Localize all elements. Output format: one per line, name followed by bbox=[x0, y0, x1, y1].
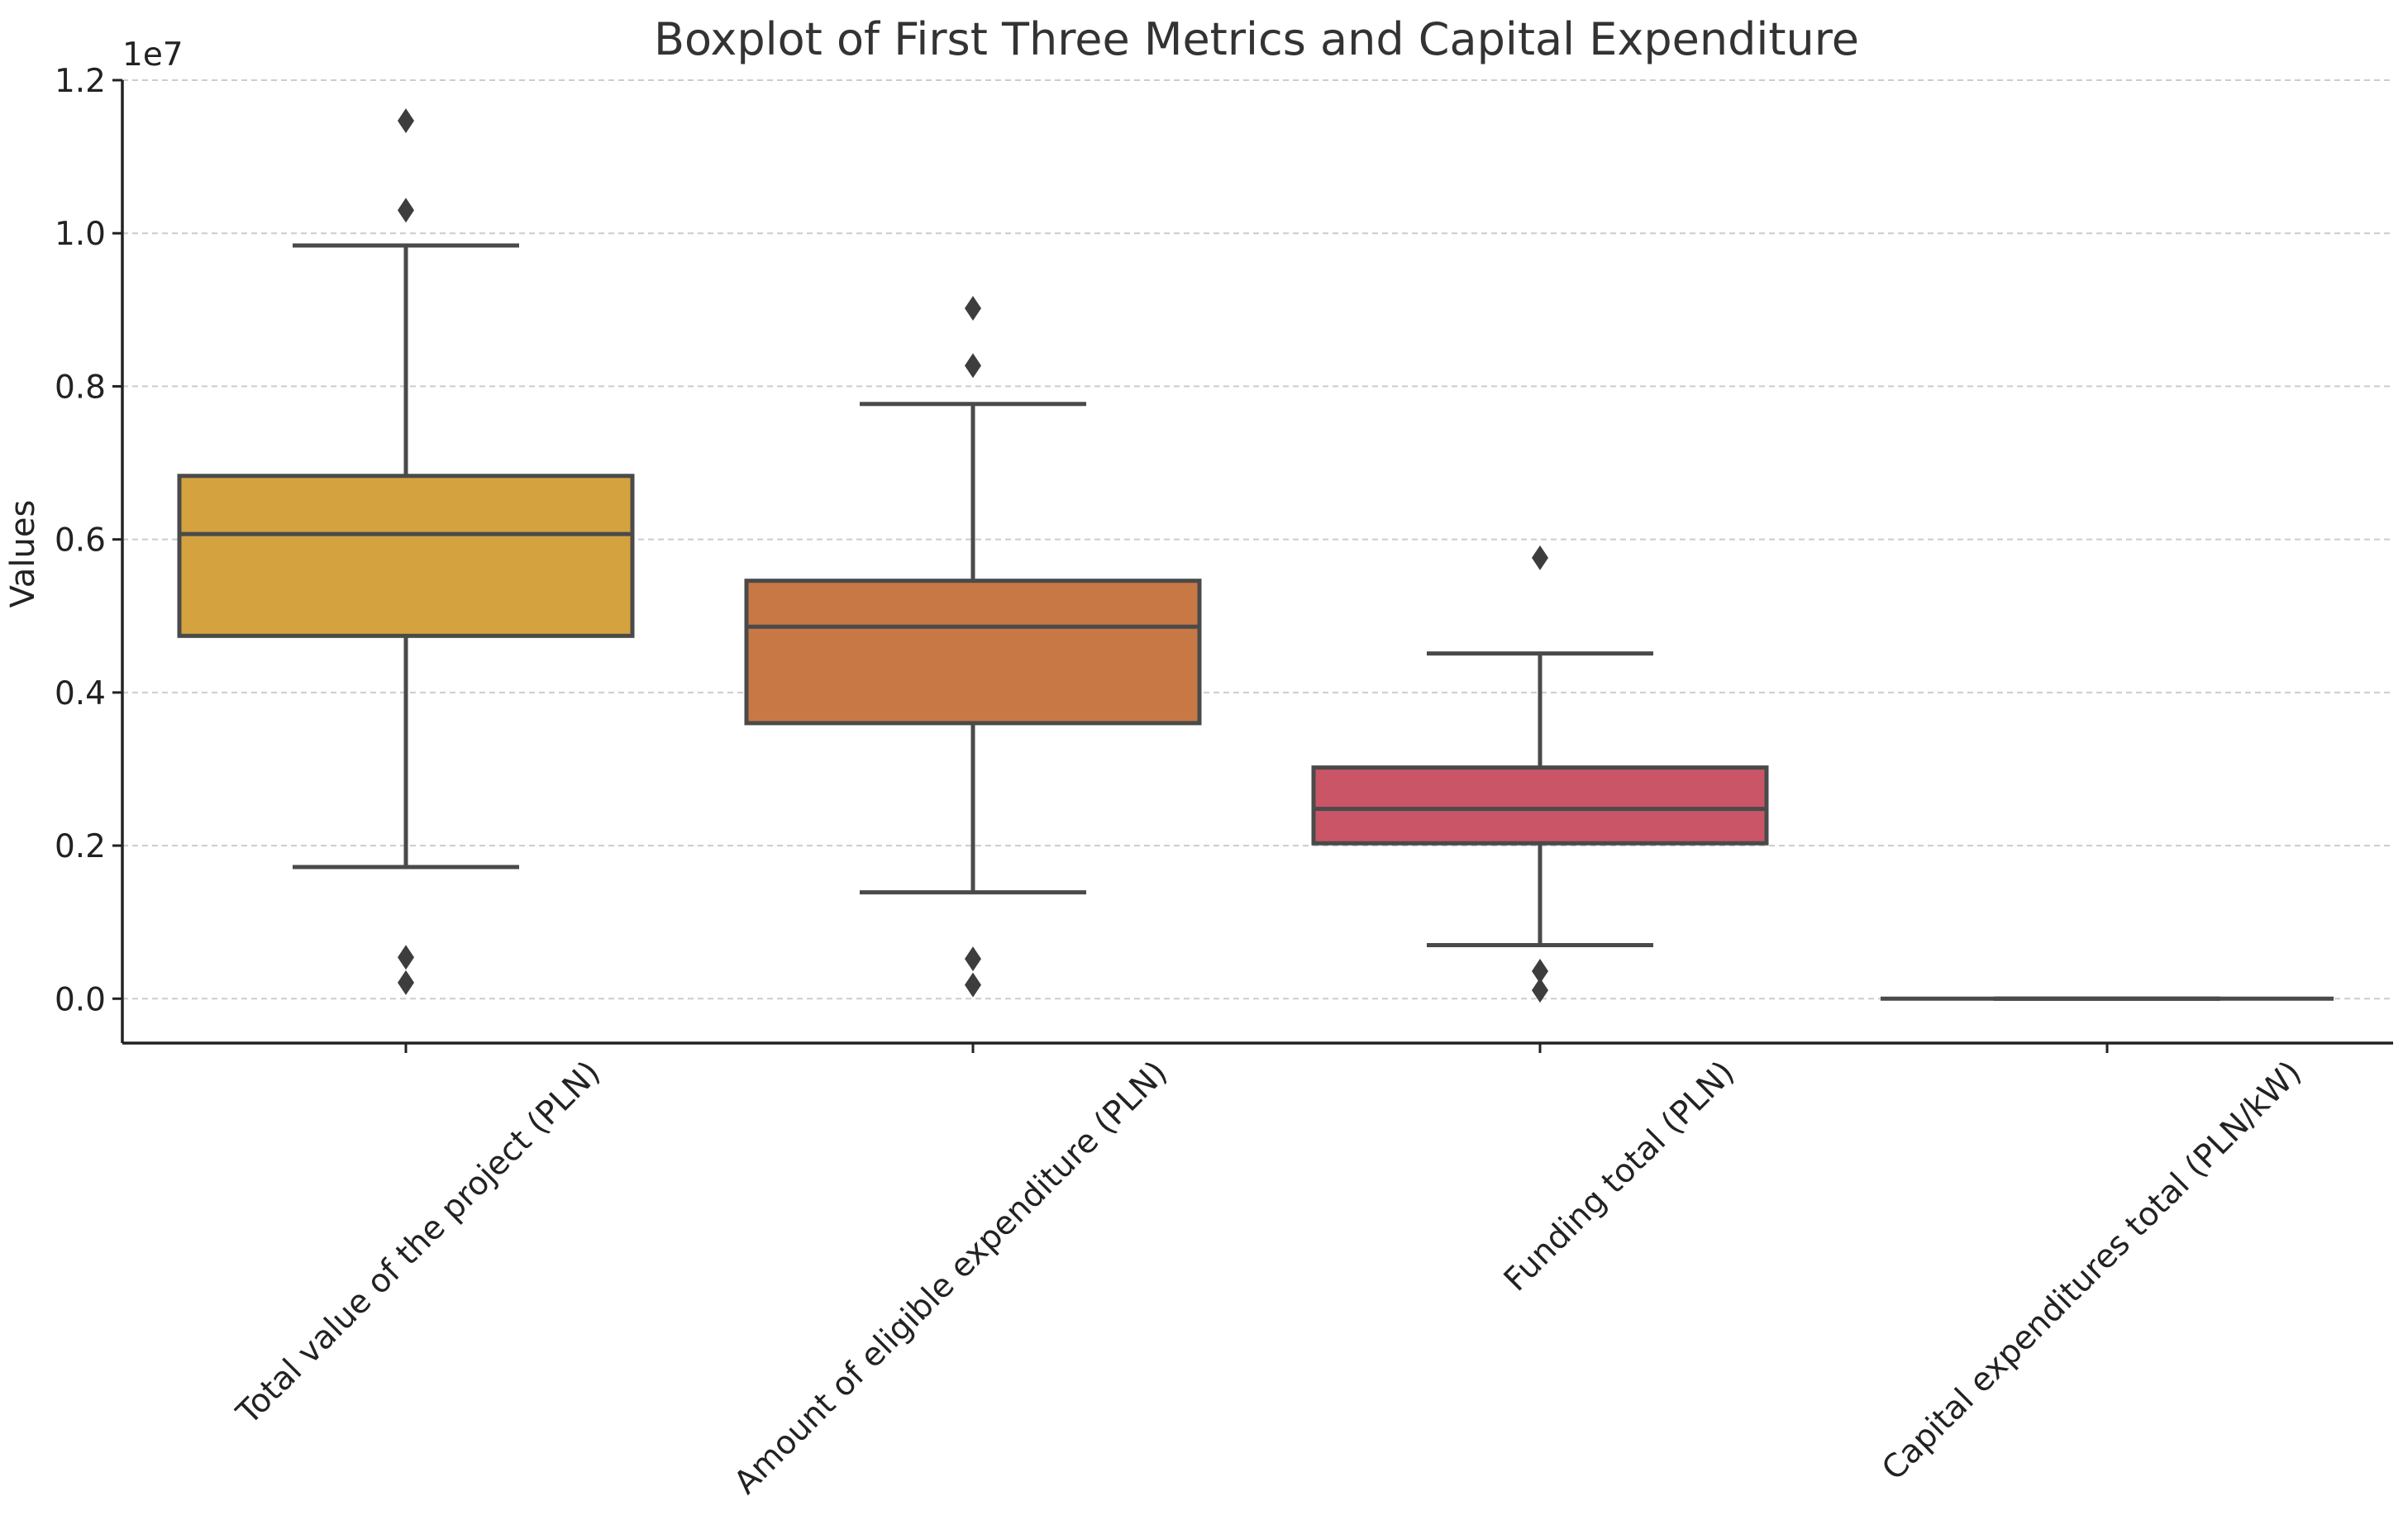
x-tick-label: Total value of the project (PLN) bbox=[229, 1054, 608, 1432]
outlier-point bbox=[398, 108, 414, 134]
iqr-box bbox=[744, 579, 1202, 726]
y-tick-label: 1.2 bbox=[55, 63, 106, 100]
outlier-point bbox=[965, 946, 981, 972]
y-tick-label: 0.4 bbox=[55, 675, 106, 712]
x-tick-label: Capital expenditures total (PLN/kW) bbox=[1875, 1054, 2309, 1488]
x-axis-ticks: Total value of the project (PLN) Amount o… bbox=[229, 1043, 2309, 1502]
outlier-point bbox=[398, 198, 414, 223]
y-axis-offset-label: 1e7 bbox=[122, 36, 184, 74]
y-axis-ticks: 0.0 0.2 0.4 0.6 0.8 1.0 1.2 bbox=[55, 63, 122, 1018]
y-tick-label: 0.6 bbox=[55, 522, 106, 560]
box-group bbox=[1311, 545, 1769, 1003]
x-tick-label: Amount of eligible expenditure (PLN) bbox=[727, 1054, 1175, 1501]
y-tick-label: 1.0 bbox=[55, 216, 106, 253]
y-tick-label: 0.8 bbox=[55, 369, 106, 406]
box-group bbox=[177, 108, 635, 995]
outlier-point bbox=[965, 295, 981, 321]
outlier-point bbox=[965, 353, 981, 379]
outlier-point bbox=[398, 945, 414, 970]
iqr-box bbox=[177, 474, 635, 638]
outlier-point bbox=[1532, 978, 1548, 1003]
boxes bbox=[177, 108, 2334, 1003]
outlier-point bbox=[1532, 958, 1548, 984]
iqr-box bbox=[1311, 765, 1769, 846]
box-group bbox=[744, 295, 1202, 998]
chart-title: Boxplot of First Three Metrics and Capit… bbox=[654, 13, 1859, 65]
outlier-point bbox=[965, 972, 981, 998]
outlier-point bbox=[1532, 545, 1548, 570]
outlier-point bbox=[398, 970, 414, 995]
x-tick-label: Funding total (PLN) bbox=[1497, 1054, 1742, 1298]
y-tick-label: 0.0 bbox=[55, 981, 106, 1018]
y-axis-label: Values bbox=[4, 500, 42, 608]
y-tick-label: 0.2 bbox=[55, 828, 106, 865]
